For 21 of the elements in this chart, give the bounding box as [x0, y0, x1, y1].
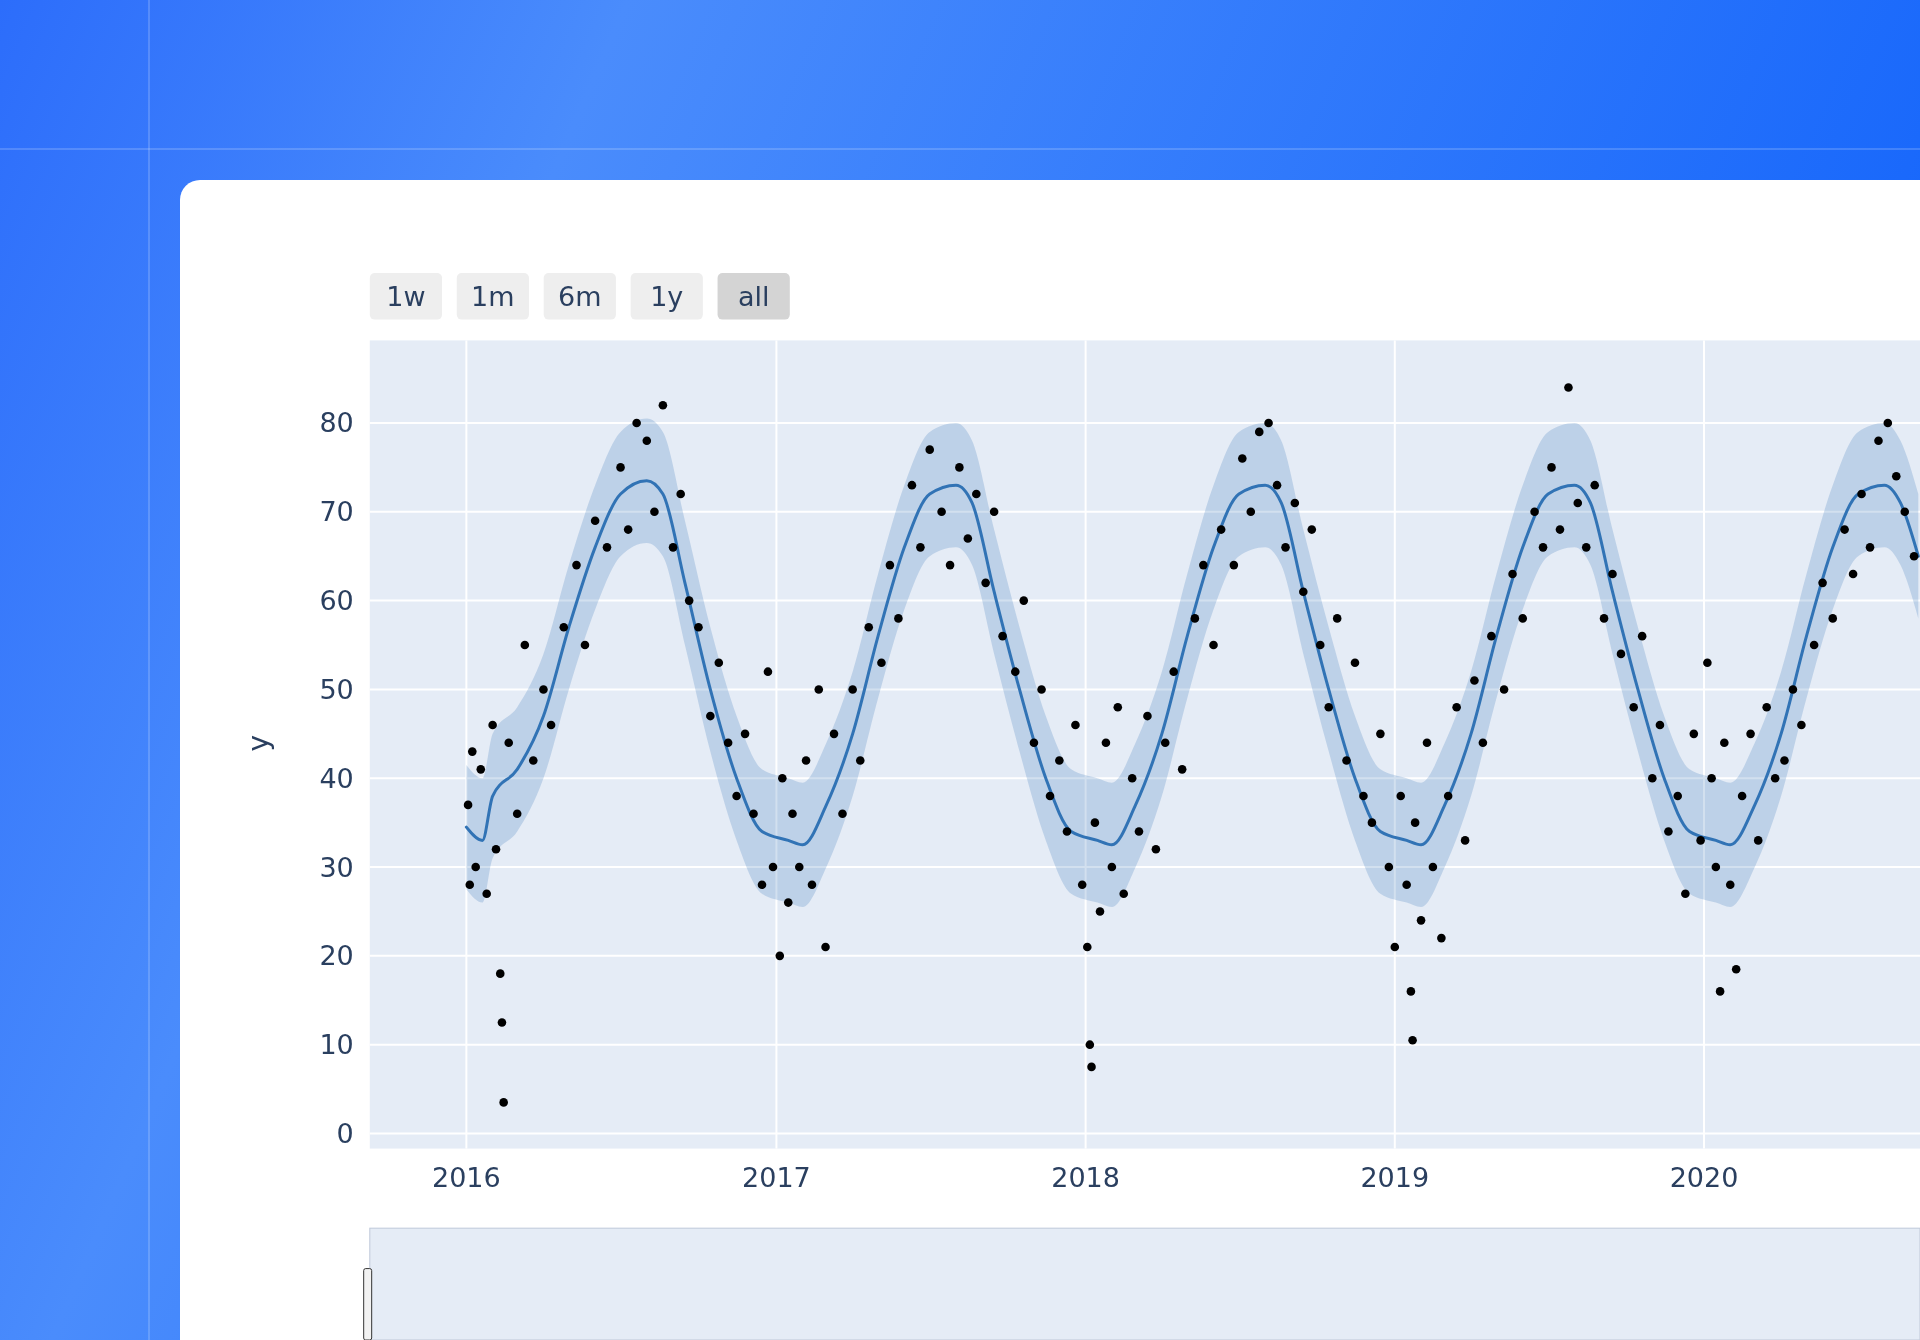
y-tick-label: 80: [319, 407, 354, 439]
y-axis-title: y: [241, 734, 275, 752]
range-button[interactable]: 1w: [369, 273, 443, 320]
y-tick-label: 0: [336, 1117, 354, 1149]
x-tick-label: 2017: [742, 1161, 811, 1193]
y-tick-label: 50: [319, 673, 354, 705]
y-tick-label: 10: [319, 1029, 354, 1061]
range-button[interactable]: 1m: [456, 273, 529, 320]
x-tick-label: 2020: [1669, 1161, 1739, 1193]
y-tick-label: 60: [319, 585, 354, 617]
x-tick-label: 2018: [1051, 1161, 1120, 1193]
x-tick-label: 2019: [1360, 1161, 1430, 1193]
line-series: [464, 479, 1920, 847]
y-tick-label: 40: [319, 762, 354, 794]
x-tick-label: 2016: [432, 1161, 501, 1193]
range-button[interactable]: all: [717, 273, 790, 320]
range-button[interactable]: 1y: [630, 273, 703, 320]
y-tick-label: 20: [319, 940, 354, 972]
y-tick-label: 70: [319, 496, 354, 528]
range-button[interactable]: 6m: [543, 273, 616, 320]
y-tick-label: 30: [319, 851, 354, 883]
